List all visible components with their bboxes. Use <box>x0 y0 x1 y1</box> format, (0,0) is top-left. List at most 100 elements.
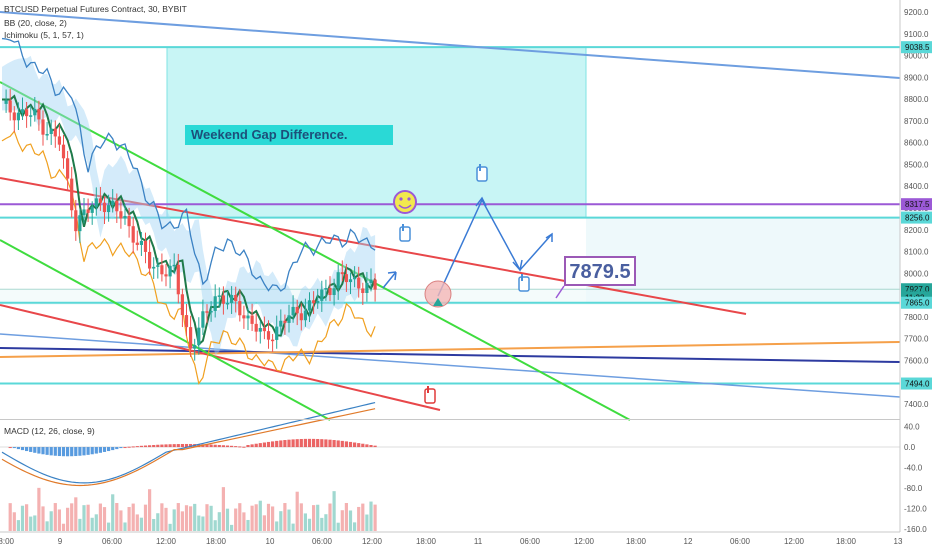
volume-bar <box>348 510 353 531</box>
candle-body <box>336 272 340 289</box>
macd-hist-bar <box>41 447 45 455</box>
volume-bar <box>373 504 377 531</box>
candle-body <box>221 295 225 304</box>
candle-body <box>262 327 266 332</box>
smiley-eye-left <box>399 197 403 201</box>
volume-bar <box>184 505 189 531</box>
candle-body <box>209 310 213 313</box>
macd-hist-bar <box>340 440 344 448</box>
candle-body <box>320 289 324 301</box>
macd-hist-bar <box>74 447 78 457</box>
volume-bar <box>74 497 78 531</box>
candle-body <box>299 313 303 321</box>
candle-body <box>348 279 353 283</box>
volume-bar <box>344 503 348 531</box>
candle-body <box>57 136 61 145</box>
candle-body <box>70 178 74 211</box>
volume-bar <box>164 507 168 531</box>
green-channel-lower <box>0 239 331 421</box>
candle-body <box>328 288 332 296</box>
candle-body <box>25 109 29 117</box>
macd-hist-bar <box>94 447 98 454</box>
volume-bar <box>160 503 164 531</box>
macd-hist-bar <box>365 444 369 448</box>
smiley-mouth <box>398 204 412 209</box>
hand-pointer-icon <box>399 226 411 242</box>
price-tag-label: 7494.0 <box>905 380 930 389</box>
volume-bar <box>61 523 66 531</box>
candle-body <box>365 282 369 293</box>
volume-bar <box>336 522 340 531</box>
price-tick-label: 7400.0 <box>904 400 929 409</box>
price-tick-label: 8600.0 <box>904 139 929 148</box>
candle-body <box>123 215 127 219</box>
macd-hist-bar <box>189 443 193 448</box>
price-tick-label: 7700.0 <box>904 335 929 344</box>
volume-bar <box>340 510 344 531</box>
time-tick-label: 18:00 <box>416 537 437 546</box>
volume-bar <box>365 514 369 531</box>
macd-hist-bar <box>184 443 189 448</box>
macd-hist-bar <box>49 447 53 456</box>
macd-hist-bar <box>66 447 70 457</box>
volume-bar <box>357 506 361 531</box>
projection-arrow-2 <box>475 196 487 207</box>
time-tick-label: 06:00 <box>312 537 333 546</box>
volume-bar <box>246 519 250 531</box>
macd-hist-bar <box>254 443 258 448</box>
candle-body <box>90 206 94 213</box>
price-tick-label: 9100.0 <box>904 30 929 39</box>
macd-hist-bar <box>102 447 107 452</box>
macd-tick-label: -40.0 <box>904 464 923 473</box>
price-tick-label: 8500.0 <box>904 160 929 169</box>
macd-hist-bar <box>209 444 213 448</box>
candle-body <box>61 144 66 159</box>
volume-bar <box>111 494 115 531</box>
time-tick-label: 18:00 <box>0 537 15 546</box>
macd-hist-bar <box>279 440 283 448</box>
macd-hist-bar <box>287 439 291 448</box>
macd-hist-bar <box>86 447 90 455</box>
candle-body <box>107 205 111 213</box>
macd-hist-bar <box>139 445 143 448</box>
candle-body <box>143 240 148 252</box>
candle-body <box>369 279 373 283</box>
volume-bar <box>312 505 316 531</box>
projection-arrow-3 <box>545 232 553 242</box>
volume-bar <box>123 522 127 531</box>
candle-body <box>164 274 168 277</box>
volume-bar <box>107 522 111 531</box>
candle-body <box>213 296 217 311</box>
candle-body <box>49 128 53 134</box>
macd-hist-bar <box>328 439 332 448</box>
volume-bar <box>316 504 320 531</box>
volume-bar <box>8 503 12 531</box>
candle-body <box>275 326 279 340</box>
legend-macd: MACD (12, 26, close, 9) <box>4 426 95 436</box>
drawings <box>382 164 565 404</box>
candle-body <box>344 274 348 283</box>
candle-body <box>119 211 123 219</box>
price-tick-label: 7800.0 <box>904 313 929 322</box>
price-tick-label: 9200.0 <box>904 8 929 17</box>
time-tick-label: 18:00 <box>836 537 857 546</box>
candle-body <box>283 320 287 323</box>
volume-bar <box>193 503 197 531</box>
candle-body <box>8 100 12 113</box>
price-tag-label: 7927.0 <box>905 285 930 294</box>
time-tick-label: 12 <box>684 537 693 546</box>
candle-body <box>37 108 41 120</box>
candle-body <box>266 331 271 340</box>
volume-bar <box>98 503 102 531</box>
price-tick-label: 9000.0 <box>904 52 929 61</box>
macd-hist-bar <box>250 444 254 448</box>
time-axis: 18:00 9 06:00 12:00 18:00 10 06:00 12:00 18:00 11… <box>0 531 903 546</box>
macd-hist-bar <box>168 444 172 448</box>
target-circle <box>424 280 452 308</box>
candle-body <box>172 264 176 267</box>
macd-tick-label: -80.0 <box>904 484 923 493</box>
time-tick-label: 10 <box>266 537 275 546</box>
volume-bar <box>172 509 176 531</box>
volume-bar <box>262 515 266 531</box>
